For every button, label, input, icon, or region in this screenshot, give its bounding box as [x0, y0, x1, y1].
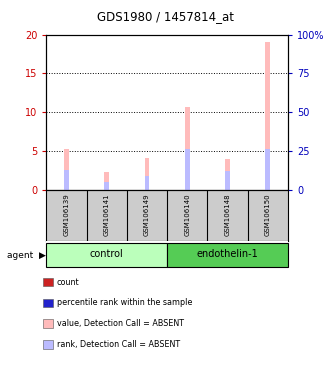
Text: GSM106141: GSM106141 [104, 194, 110, 236]
Bar [225, 171, 230, 190]
Bar [104, 182, 109, 190]
Bar [104, 172, 109, 190]
Text: percentile rank within the sample: percentile rank within the sample [57, 298, 192, 308]
Text: GDS1980 / 1457814_at: GDS1980 / 1457814_at [97, 10, 234, 23]
Bar [145, 176, 149, 190]
Text: GSM106149: GSM106149 [144, 194, 150, 236]
Text: endothelin-1: endothelin-1 [197, 250, 259, 260]
Bar [64, 170, 69, 190]
Bar [64, 149, 69, 190]
Text: agent  ▶: agent ▶ [8, 250, 46, 260]
Bar [46, 243, 167, 267]
Text: GSM106140: GSM106140 [184, 194, 190, 236]
Text: count: count [57, 278, 79, 287]
Text: control: control [90, 250, 123, 260]
Bar [265, 149, 270, 190]
Bar [185, 149, 190, 190]
Text: GSM106150: GSM106150 [265, 194, 271, 236]
Text: GSM106148: GSM106148 [224, 194, 231, 236]
Bar [225, 159, 230, 190]
Bar [185, 108, 190, 190]
Text: rank, Detection Call = ABSENT: rank, Detection Call = ABSENT [57, 340, 180, 349]
Bar [265, 42, 270, 190]
Bar [167, 243, 288, 267]
Text: GSM106139: GSM106139 [64, 194, 70, 237]
Text: value, Detection Call = ABSENT: value, Detection Call = ABSENT [57, 319, 184, 328]
Bar [145, 158, 149, 190]
